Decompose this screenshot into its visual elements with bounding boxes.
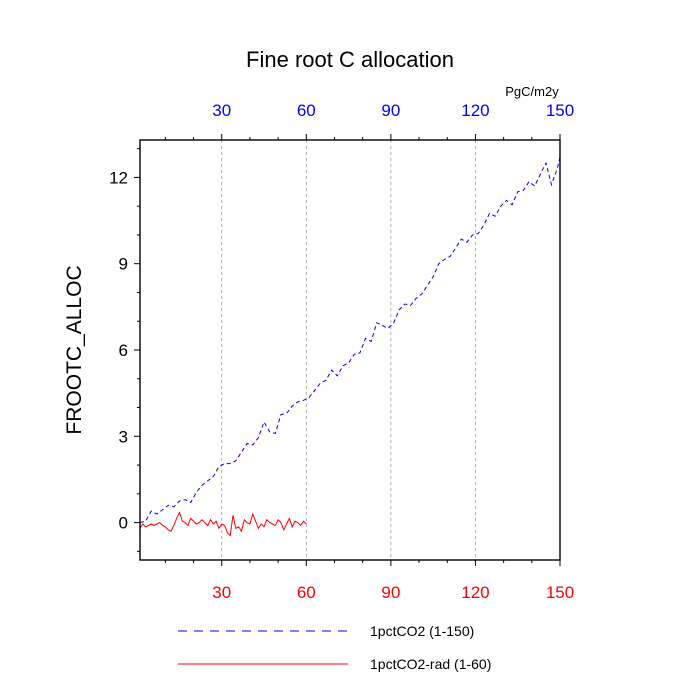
- legend: 1pctCO2 (1-150) 1pctCO2-rad (1-60): [178, 623, 491, 672]
- units-label: PgC/m2y: [505, 84, 559, 99]
- x-tick-label-top: 90: [381, 101, 400, 120]
- x-tick-label-top: 150: [546, 101, 574, 120]
- series-line-1: [139, 157, 561, 524]
- plot-frame: [139, 139, 561, 561]
- series-line-2: [139, 511, 307, 537]
- axis-ticks: 30 30 60 60 90 90 120 120 150 150 0 3 6 9 12: [109, 101, 574, 602]
- x-tick-label-bottom: 60: [297, 583, 316, 602]
- x-tick-label-top: 120: [461, 101, 489, 120]
- legend-label-1: 1pctCO2 (1-150): [370, 623, 474, 639]
- y-tick-label: 0: [119, 514, 128, 533]
- x-tick-label-bottom: 30: [212, 583, 231, 602]
- chart-title: Fine root C allocation: [246, 47, 454, 72]
- x-tick-label-top: 30: [212, 101, 231, 120]
- y-tick-label: 3: [119, 427, 128, 446]
- grid-lines: [221, 140, 476, 560]
- y-tick-label: 9: [119, 255, 128, 274]
- y-tick-label: 6: [119, 341, 128, 360]
- legend-label-2: 1pctCO2-rad (1-60): [370, 656, 491, 672]
- series-lines: [139, 157, 561, 537]
- y-axis-label: FROOTC_ALLOC: [63, 265, 86, 434]
- x-tick-label-bottom: 150: [546, 583, 574, 602]
- x-tick-label-bottom: 90: [381, 583, 400, 602]
- x-tick-label-bottom: 120: [461, 583, 489, 602]
- x-tick-label-top: 60: [297, 101, 316, 120]
- y-tick-label: 12: [109, 168, 128, 187]
